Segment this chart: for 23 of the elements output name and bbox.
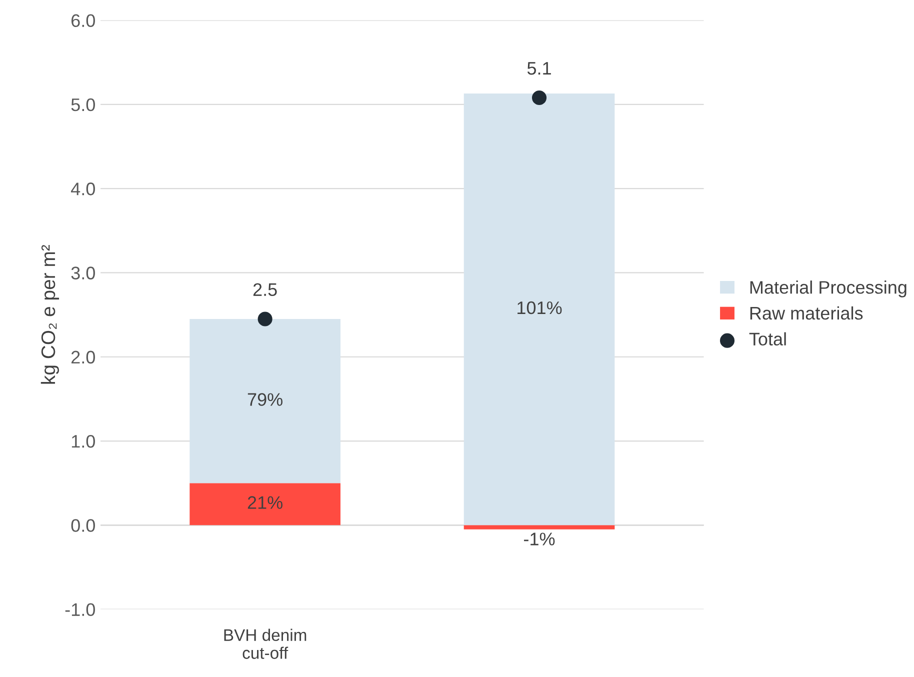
annotation: 101% bbox=[518, 301, 562, 314]
y-tick-label: 0.0 bbox=[71, 519, 95, 532]
y-tick-label: 4.0 bbox=[70, 182, 95, 196]
annotation: -1% bbox=[524, 532, 555, 546]
legend-label: Raw materials bbox=[750, 306, 863, 320]
data-label: 5.1 bbox=[527, 62, 551, 75]
x-tick-label: BVH denim cut-off bbox=[224, 628, 306, 659]
y-tick-label: 3.0 bbox=[71, 266, 95, 280]
annotation: 79% bbox=[248, 393, 282, 406]
legend-label: Material Processing bbox=[750, 280, 906, 298]
bar bbox=[464, 94, 615, 526]
legend-label: Total bbox=[749, 332, 786, 346]
y-tick-label: 1.0 bbox=[72, 434, 95, 448]
y-tick-label: 2.0 bbox=[71, 350, 95, 364]
data-label: 2.5 bbox=[253, 283, 277, 296]
y-tick-label: 5.0 bbox=[71, 98, 95, 112]
y-tick-label: -1.0 bbox=[65, 603, 95, 616]
annotation: 21% bbox=[248, 496, 282, 509]
y-tick-label: 6.0 bbox=[72, 14, 95, 28]
bar bbox=[464, 525, 615, 530]
bar bbox=[190, 483, 340, 526]
y-axis-title: kg CO₂ e per m² bbox=[40, 244, 60, 384]
bar bbox=[190, 319, 340, 484]
